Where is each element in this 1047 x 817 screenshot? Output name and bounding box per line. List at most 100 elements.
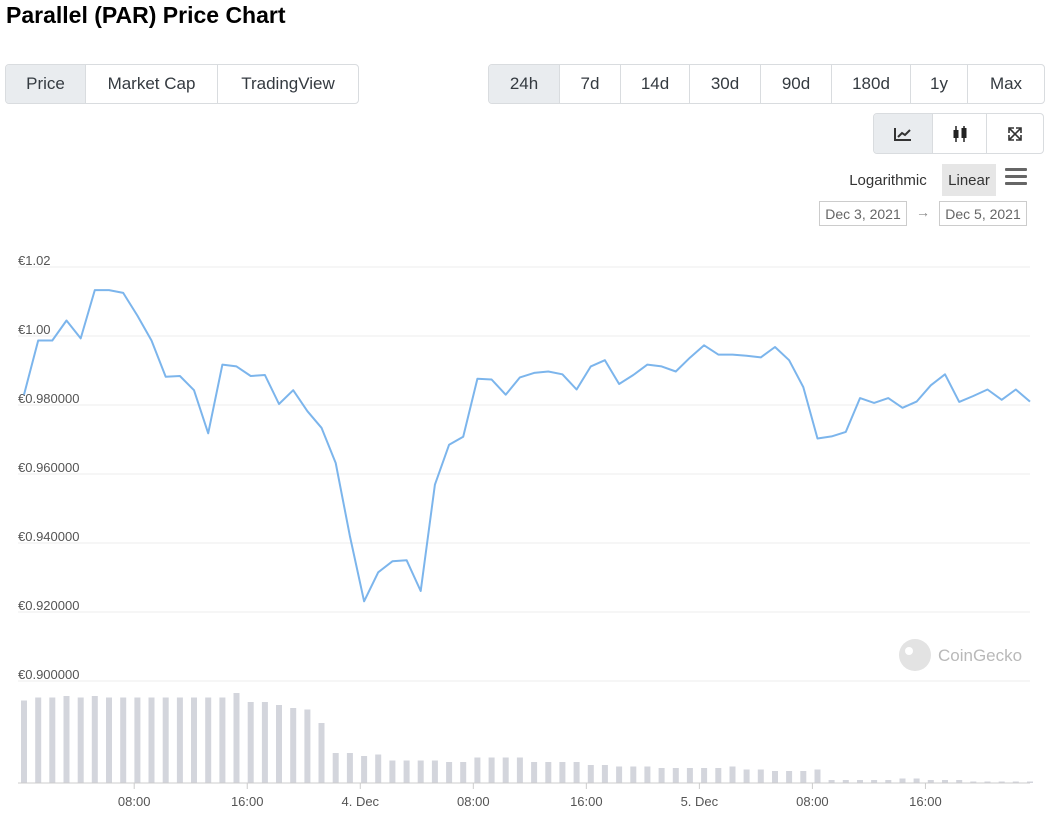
volume-bar xyxy=(403,760,410,783)
volume-bar xyxy=(587,765,594,783)
volume-bar xyxy=(233,693,240,783)
volume-bar xyxy=(261,702,268,783)
price-chart[interactable]: €1.02 €1.00 €0.980000 €0.960000 €0.940000 €0.… xyxy=(0,240,1047,817)
price-line xyxy=(23,289,1031,603)
volume-bar xyxy=(871,780,878,783)
volume-bar xyxy=(630,766,637,783)
page-title: Parallel (PAR) Price Chart xyxy=(6,2,286,28)
volume-bar xyxy=(91,696,98,783)
volume-bar xyxy=(1012,781,1019,783)
date-from-input[interactable]: Dec 3, 2021 xyxy=(819,201,907,226)
volume-bar xyxy=(162,697,169,783)
x-tick-label: 16:00 xyxy=(570,794,603,809)
volume-bar xyxy=(559,762,566,783)
volume-bar xyxy=(304,709,311,783)
volume-bar xyxy=(857,780,863,783)
volume-bar xyxy=(21,700,27,783)
volume-bar xyxy=(786,771,793,783)
volume-bar xyxy=(828,780,835,783)
volume-bar xyxy=(474,757,481,783)
volume-bar xyxy=(205,697,212,783)
volume-bar xyxy=(1027,781,1033,783)
x-tick-label: 4. Dec xyxy=(341,794,379,809)
y-tick-label: €1.00 xyxy=(18,322,51,337)
range-tabs: 24h 7d 14d 30d 90d 180d 1y Max xyxy=(488,64,1045,104)
volume-bar xyxy=(488,757,495,783)
chart-type-toggle xyxy=(873,113,1044,154)
volume-bar xyxy=(446,762,453,783)
date-to-input[interactable]: Dec 5, 2021 xyxy=(939,201,1027,226)
volume-bar xyxy=(389,760,396,783)
range-7d[interactable]: 7d xyxy=(560,65,621,103)
volume-bar xyxy=(63,696,70,783)
volume-bar xyxy=(956,780,963,783)
volume-bar xyxy=(346,753,353,783)
volume-bar xyxy=(842,780,849,783)
volume-bar xyxy=(658,768,665,783)
volume-bar xyxy=(77,697,84,783)
y-tick-label: €0.980000 xyxy=(18,391,79,406)
volume-bar xyxy=(942,780,948,783)
fullscreen-button[interactable] xyxy=(987,114,1043,153)
volume-bar xyxy=(772,771,778,783)
tab-price[interactable]: Price xyxy=(6,65,86,103)
range-180d[interactable]: 180d xyxy=(832,65,911,103)
scale-linear-button[interactable]: Linear xyxy=(942,164,996,196)
date-range-arrow: → xyxy=(916,204,930,220)
view-tabs: Price Market Cap TradingView xyxy=(5,64,359,104)
volume-bar xyxy=(219,697,226,783)
volume-bar xyxy=(899,778,906,783)
volume-bar xyxy=(927,780,934,783)
volume-bar xyxy=(290,708,297,783)
coingecko-watermark: CoinGecko xyxy=(899,639,1022,671)
volume-bar xyxy=(375,754,382,783)
tab-market-cap[interactable]: Market Cap xyxy=(86,65,218,103)
y-tick-label: €0.900000 xyxy=(18,667,79,682)
volume-bar xyxy=(332,753,339,783)
range-90d[interactable]: 90d xyxy=(761,65,832,103)
volume-bar xyxy=(276,705,282,783)
tab-tradingview[interactable]: TradingView xyxy=(241,74,335,93)
candlestick-icon xyxy=(953,125,966,142)
x-tick-label: 16:00 xyxy=(909,794,942,809)
volume-bar xyxy=(545,762,552,783)
volume-bar xyxy=(672,768,679,783)
volume-bar xyxy=(970,781,977,783)
volume-bar xyxy=(460,762,467,783)
volume-bar xyxy=(35,697,42,783)
scale-logarithmic-button[interactable]: Logarithmic xyxy=(849,171,927,189)
y-tick-label: €1.02 xyxy=(18,253,51,268)
volume-bar xyxy=(715,768,722,783)
range-24h[interactable]: 24h xyxy=(489,65,560,103)
volume-bar xyxy=(814,769,821,783)
x-tick-label: 08:00 xyxy=(457,794,490,809)
range-14d[interactable]: 14d xyxy=(621,65,690,103)
volume-bar xyxy=(701,768,708,783)
y-tick-label: €0.920000 xyxy=(18,598,79,613)
volume-bar xyxy=(743,769,750,783)
line-chart-button[interactable] xyxy=(874,114,933,153)
range-max[interactable]: Max xyxy=(989,74,1023,93)
candlestick-button[interactable] xyxy=(933,114,987,153)
volume-bar xyxy=(176,697,183,783)
volume-bar xyxy=(757,769,764,783)
y-tick-label: €0.960000 xyxy=(18,460,79,475)
volume-bar xyxy=(616,766,623,783)
volume-bar xyxy=(729,766,736,783)
volume-bar xyxy=(531,762,538,783)
range-30d[interactable]: 30d xyxy=(690,65,761,103)
volume-bar xyxy=(49,697,56,783)
volume-bar xyxy=(573,762,580,783)
volume-bar xyxy=(885,780,892,783)
volume-bar xyxy=(686,768,693,783)
watermark-text: CoinGecko xyxy=(938,646,1022,665)
volume-bar xyxy=(361,756,368,783)
volume-bar xyxy=(120,697,127,783)
volume-bar xyxy=(984,781,991,783)
volume-bar xyxy=(417,760,424,783)
gecko-logo-icon xyxy=(899,639,931,671)
expand-icon xyxy=(1008,126,1022,141)
range-1y[interactable]: 1y xyxy=(911,65,968,103)
hamburger-menu-icon[interactable] xyxy=(1005,168,1027,188)
volume-bar xyxy=(800,771,807,783)
